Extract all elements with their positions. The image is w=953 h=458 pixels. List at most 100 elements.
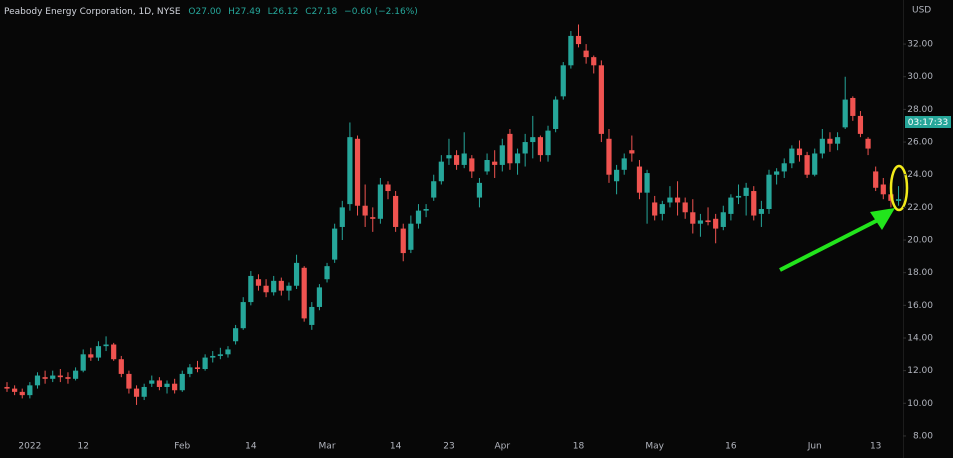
y-tick-label: 28.00 [907, 105, 933, 115]
candle-body [690, 212, 696, 224]
candle-body [636, 166, 643, 193]
candle-body [499, 145, 505, 165]
candle-body [400, 228, 406, 254]
candle-body [72, 370, 79, 379]
candle-body [271, 280, 277, 293]
candle-body [187, 367, 193, 374]
candle-body [332, 228, 338, 260]
chart-title: Peabody Energy Corporation, 1D, NYSE O27… [4, 7, 418, 17]
candle-body [713, 218, 719, 229]
candle-body [126, 373, 132, 389]
candle-body [385, 184, 391, 192]
candle-body [415, 210, 422, 224]
x-tick-label: 14 [390, 442, 402, 452]
candle-body [774, 171, 780, 175]
candle-body [469, 158, 475, 172]
annotation-circle [889, 164, 909, 212]
candle-body [263, 285, 269, 293]
candle-body [621, 158, 627, 170]
y-tick-label: 30.00 [907, 72, 933, 82]
candle-body [895, 199, 902, 201]
candle-body [606, 138, 612, 175]
candle-body [850, 97, 856, 116]
x-tick-label: 13 [870, 442, 881, 452]
candle-body [377, 184, 383, 219]
legend-close: C27.18 [305, 7, 337, 17]
candle-body [857, 115, 864, 134]
candle-body [697, 220, 704, 224]
candle-body [65, 377, 71, 379]
candle-body [210, 355, 216, 358]
candle-body [522, 142, 528, 154]
candle-body [88, 354, 94, 358]
candle-body [720, 212, 726, 227]
candle-body [796, 148, 803, 156]
candle-body [614, 169, 620, 182]
candle-body [362, 205, 368, 216]
candle-body [598, 65, 604, 134]
candle-body [149, 380, 155, 384]
candle-body [19, 391, 25, 396]
candle-body [103, 344, 109, 347]
candle-body [751, 191, 757, 216]
candle-body [57, 375, 63, 378]
candle-body [12, 388, 18, 392]
candle-body [674, 197, 681, 203]
candle-body [667, 197, 673, 203]
y-tick-label: 10.00 [907, 399, 933, 409]
candle-body [705, 220, 711, 223]
y-tick-label: 20.00 [907, 236, 933, 246]
countdown-label: 03:17:33 [908, 118, 948, 128]
candle-body [354, 138, 361, 206]
candle-body [743, 187, 749, 196]
candle-body [156, 380, 162, 387]
candle-body [873, 171, 879, 188]
x-tick-label: May [645, 442, 664, 452]
currency-label: USD [912, 6, 931, 16]
candle-body [309, 306, 315, 325]
candle-body [339, 207, 345, 227]
candle-body [507, 133, 513, 164]
candle-body [652, 202, 658, 216]
candle-body [438, 161, 444, 182]
candle-body [278, 280, 284, 291]
candle-body [423, 208, 429, 211]
candle-body [568, 35, 574, 66]
candle-body [240, 302, 246, 329]
candle-body [27, 385, 33, 396]
y-tick-label: 26.00 [907, 138, 933, 148]
candle-body [118, 359, 124, 374]
x-tick-label: Apr [495, 442, 511, 452]
candle-body [819, 138, 825, 154]
candle-body [659, 204, 665, 214]
candle-body [827, 138, 833, 144]
x-tick-label: 2022 [18, 442, 41, 452]
y-tick-label: 8.00 [913, 431, 933, 441]
candle-body [286, 285, 292, 291]
candle-body [95, 346, 102, 358]
candle-body [530, 137, 536, 143]
candle-body [293, 262, 300, 286]
candle-body [789, 148, 795, 164]
candles [4, 24, 902, 405]
candle-body [34, 375, 41, 386]
candle-body [804, 155, 810, 175]
y-tick-label: 12.00 [907, 366, 933, 376]
candle-body [408, 223, 414, 250]
candle-body [644, 173, 650, 193]
annotation-arrow [779, 218, 879, 272]
candle-body [492, 161, 498, 165]
legend-change: −0.60 (−2.16%) [344, 7, 418, 17]
y-tick-label: 24.00 [907, 170, 933, 180]
candle-body [179, 373, 185, 391]
candle-body [453, 155, 460, 165]
candle-body [591, 57, 597, 66]
candle-body [537, 137, 543, 156]
y-tick-label: 14.00 [907, 333, 933, 343]
candle-body [766, 174, 772, 209]
candle-body [629, 150, 635, 154]
x-tick-label: 16 [725, 442, 737, 452]
candle-body [583, 50, 589, 58]
candle-body [865, 138, 871, 149]
